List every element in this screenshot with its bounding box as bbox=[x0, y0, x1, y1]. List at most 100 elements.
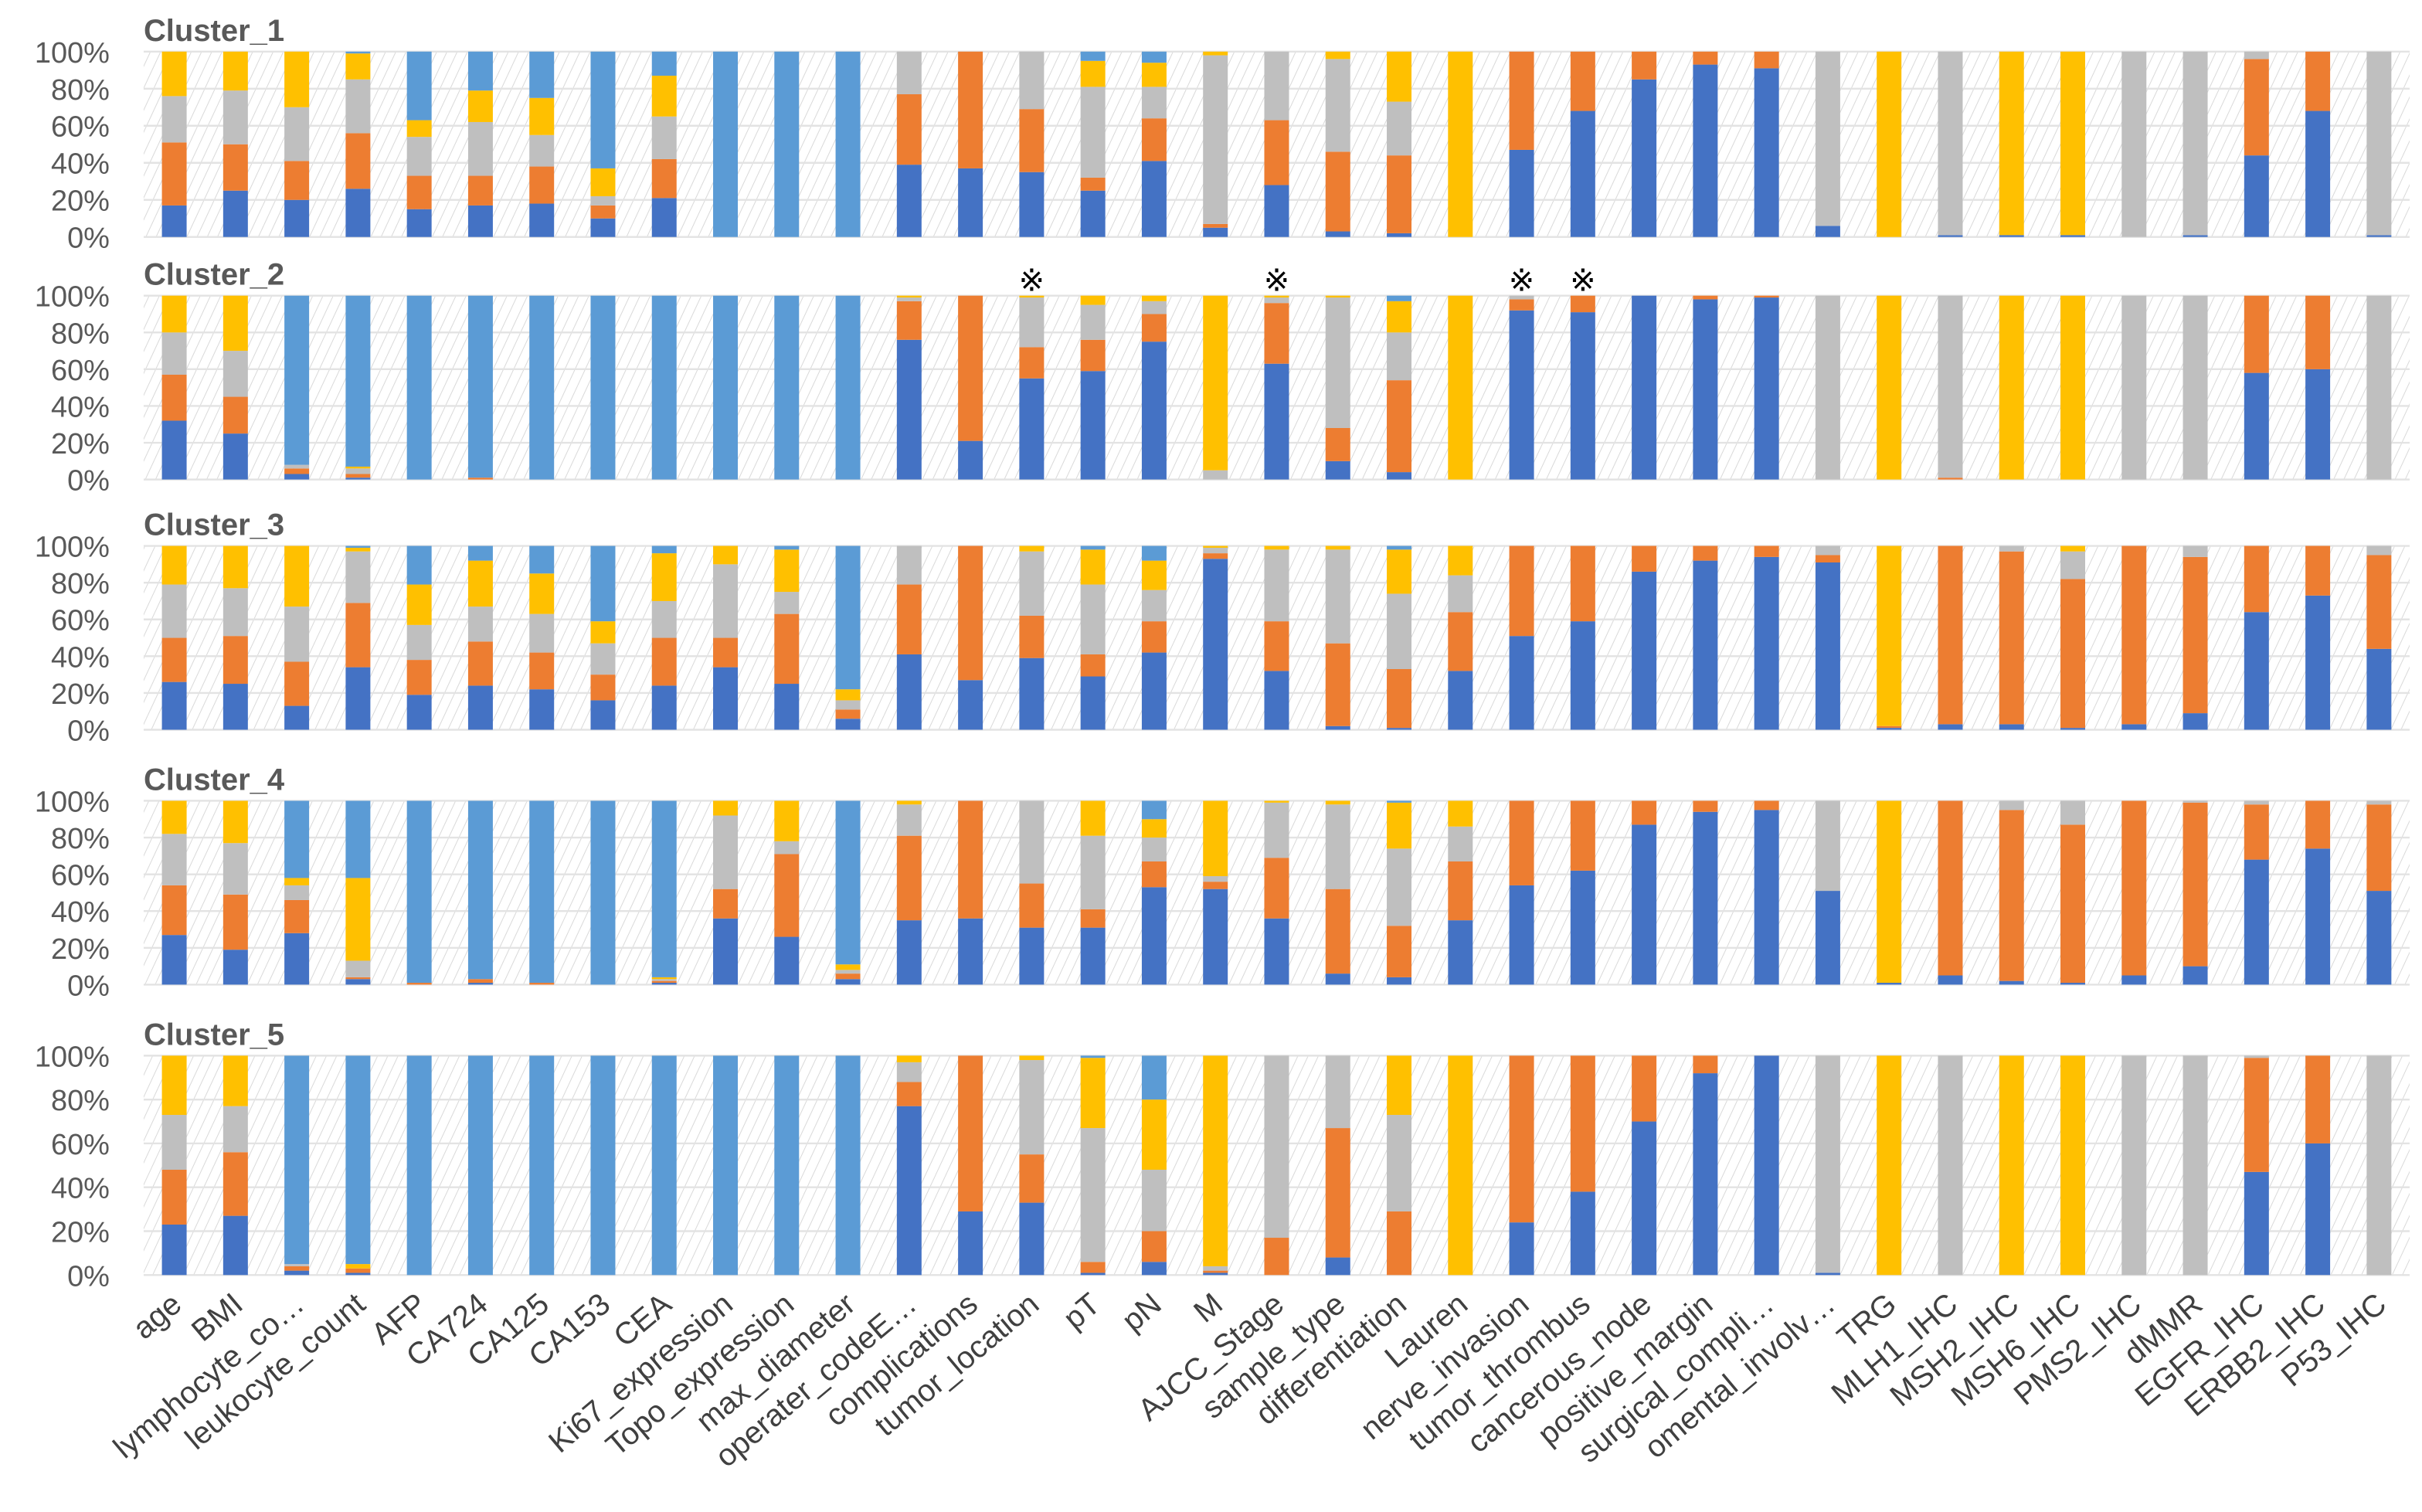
bar-CEA bbox=[651, 545, 677, 730]
bar-segment bbox=[1387, 926, 1412, 977]
y-tick-label: 0% bbox=[67, 715, 110, 748]
bar-segment bbox=[2244, 51, 2269, 59]
bar-segment bbox=[1570, 1191, 1595, 1276]
bar-segment bbox=[1203, 51, 1228, 56]
bar-segment bbox=[774, 549, 800, 593]
bar-segment bbox=[1141, 800, 1167, 820]
bar-segment bbox=[467, 560, 493, 607]
bar-segment bbox=[1387, 155, 1412, 233]
bar-segment bbox=[161, 205, 187, 237]
bar-segment bbox=[1264, 1055, 1289, 1238]
panels: Cluster_1 0% 20% 40% 60% 80% 100% Cluster_2 0% 20… bbox=[35, 14, 2410, 1293]
bar-segment bbox=[2060, 824, 2086, 984]
bar-segment bbox=[2244, 155, 2269, 237]
bar-segment bbox=[1387, 233, 1412, 237]
bar-segment bbox=[1325, 295, 1350, 298]
bar-segment bbox=[345, 977, 371, 980]
bar-segment bbox=[284, 295, 310, 465]
bar-segment bbox=[406, 545, 432, 585]
bar-AFP bbox=[406, 800, 432, 985]
bar-segment bbox=[406, 695, 432, 730]
bar-segment bbox=[1019, 51, 1045, 110]
bar-segment bbox=[467, 545, 493, 561]
bar-segment bbox=[1019, 800, 1045, 884]
bar-segment bbox=[1387, 668, 1412, 729]
bar-segment bbox=[1999, 235, 2024, 237]
bar-segment bbox=[161, 142, 187, 206]
bar-AFP bbox=[406, 51, 432, 237]
panel-cluster_3: Cluster_3 0% 20% 40% 60% 80% 100% bbox=[35, 508, 2410, 748]
bar-segment bbox=[1325, 973, 1350, 985]
bar-segment bbox=[222, 1215, 248, 1276]
bar-sample_type bbox=[1325, 295, 1350, 480]
bar-positive_margin bbox=[1693, 51, 1718, 237]
bar-segment bbox=[896, 1062, 922, 1082]
bar-segment bbox=[1325, 800, 1350, 805]
bar-segment bbox=[222, 144, 248, 191]
bar-segment bbox=[2305, 545, 2331, 596]
bar-surgical_compli… bbox=[1754, 51, 1779, 237]
y-tick-label: 0% bbox=[67, 223, 110, 255]
bar-segment bbox=[1325, 59, 1350, 152]
bar-segment bbox=[467, 477, 493, 480]
bar-MSH6_IHC bbox=[2060, 800, 2086, 985]
bar-segment bbox=[284, 1264, 310, 1266]
bar-segment bbox=[835, 689, 861, 701]
bar-cancerous_node bbox=[1632, 51, 1657, 237]
bar-segment bbox=[896, 545, 922, 585]
bar-segment bbox=[222, 843, 248, 895]
bar-segment bbox=[1877, 295, 1902, 480]
bar-segment bbox=[2060, 728, 2086, 730]
bar-segment bbox=[1938, 1055, 1963, 1276]
bar-segment bbox=[1325, 643, 1350, 726]
bar-segment bbox=[958, 295, 983, 441]
bar-segment bbox=[1509, 310, 1534, 480]
bar-EGFR_IHC bbox=[2244, 545, 2269, 730]
bar-segment bbox=[1141, 861, 1167, 888]
bar-segment bbox=[1019, 615, 1045, 658]
y-tick-label: 60% bbox=[51, 605, 110, 637]
bar-lymphocyte_co… bbox=[284, 295, 310, 480]
bar-segment bbox=[1080, 1272, 1106, 1276]
bar-segment bbox=[958, 1055, 983, 1211]
bar-segment bbox=[345, 1055, 371, 1265]
bar-segment bbox=[406, 800, 432, 984]
bar-segment bbox=[1570, 545, 1595, 622]
bar-segment bbox=[1387, 802, 1412, 849]
bar-segment bbox=[222, 295, 248, 352]
y-tick-label: 20% bbox=[51, 185, 110, 218]
bar-MSH6_IHC bbox=[2060, 295, 2086, 480]
bar-age bbox=[161, 800, 187, 985]
bar-segment bbox=[161, 1055, 187, 1116]
bar-segment bbox=[467, 90, 493, 122]
bar-positive_margin bbox=[1693, 295, 1718, 480]
bar-segment bbox=[2244, 804, 2269, 860]
bar-segment bbox=[161, 885, 187, 936]
bar-segment bbox=[529, 983, 555, 985]
significance-marker: ※ bbox=[1264, 264, 1290, 298]
bar-segment bbox=[345, 477, 371, 480]
bar-segment bbox=[1448, 295, 1473, 480]
bar-segment bbox=[1815, 1055, 1840, 1273]
bar-segment bbox=[284, 606, 310, 662]
bar-segment bbox=[2183, 545, 2208, 557]
y-tick-label: 100% bbox=[35, 1041, 110, 1073]
bar-segment bbox=[896, 295, 922, 298]
bar-complications bbox=[958, 545, 983, 730]
bar-segment bbox=[835, 964, 861, 970]
bar-positive_margin bbox=[1693, 800, 1718, 985]
bar-segment bbox=[406, 1055, 432, 1276]
bar-M bbox=[1203, 545, 1228, 730]
bar-Ki67_expression bbox=[713, 51, 739, 237]
bar-lymphocyte_co… bbox=[284, 800, 310, 985]
bar-segment bbox=[529, 573, 555, 614]
bar-MSH2_IHC bbox=[1999, 1055, 2024, 1276]
bar-MLH1_IHC bbox=[1938, 545, 1963, 730]
bar-segment bbox=[467, 295, 493, 478]
bar-P53_IHC bbox=[2366, 800, 2392, 985]
bar-P53_IHC bbox=[2366, 1055, 2392, 1276]
bar-segment bbox=[1141, 295, 1167, 301]
bar-segment bbox=[345, 800, 371, 878]
x-tick-label: M bbox=[1187, 1286, 1229, 1329]
